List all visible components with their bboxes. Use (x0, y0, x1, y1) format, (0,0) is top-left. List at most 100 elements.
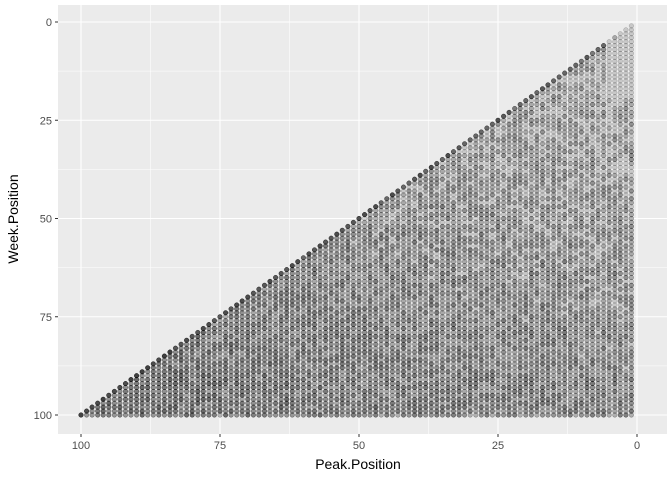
data-point (628, 400, 634, 406)
data-point (623, 90, 629, 96)
data-point (623, 396, 629, 402)
data-point (612, 141, 618, 147)
data-point (628, 145, 634, 151)
data-point (612, 39, 618, 45)
data-point (612, 200, 618, 206)
data-point (617, 341, 623, 347)
data-point (606, 235, 612, 241)
data-point (428, 412, 434, 418)
data-point (617, 184, 623, 190)
data-point (612, 270, 618, 277)
data-point (606, 274, 612, 281)
data-point (617, 400, 623, 406)
data-point (628, 31, 634, 37)
data-point (612, 377, 618, 383)
data-point (628, 263, 634, 269)
data-point (612, 82, 618, 88)
data-point (545, 412, 551, 418)
data-point (623, 373, 629, 379)
data-point (628, 121, 634, 127)
data-point (617, 101, 623, 108)
data-point (628, 70, 634, 76)
data-point (606, 129, 612, 135)
data-point (606, 247, 612, 253)
data-point (623, 105, 629, 112)
data-point (623, 325, 629, 332)
data-point (612, 137, 618, 143)
data-point (612, 251, 618, 257)
data-point (606, 310, 612, 316)
data-point (623, 223, 629, 229)
data-point (484, 412, 490, 418)
data-point (184, 412, 190, 418)
data-point (623, 208, 629, 214)
data-point (623, 306, 629, 312)
data-point (612, 267, 618, 273)
data-point (606, 74, 612, 80)
data-point (400, 412, 407, 418)
data-point (612, 400, 618, 406)
data-point (606, 337, 612, 343)
data-point (606, 404, 612, 410)
data-point (612, 153, 618, 159)
data-point (617, 145, 623, 151)
data-point (612, 314, 618, 320)
data-point (612, 396, 618, 402)
data-point (617, 58, 623, 64)
data-point (628, 117, 634, 123)
data-point (628, 129, 634, 135)
data-point (617, 105, 623, 112)
data-point (234, 412, 240, 418)
data-point (612, 306, 618, 312)
data-point (628, 361, 634, 367)
data-point (606, 145, 612, 151)
data-point (612, 365, 618, 371)
data-point (606, 39, 612, 45)
data-point (612, 156, 618, 163)
data-point (623, 404, 629, 410)
data-point (206, 412, 212, 418)
data-point (628, 243, 634, 249)
data-point (478, 412, 484, 418)
data-point (617, 35, 623, 41)
data-point (617, 377, 623, 383)
data-point (617, 235, 623, 241)
data-point (473, 412, 479, 418)
data-point (617, 168, 623, 174)
data-point (601, 412, 607, 418)
data-point (623, 263, 629, 269)
data-point (195, 412, 201, 418)
data-point (612, 176, 618, 182)
data-point (623, 381, 629, 387)
data-point (623, 74, 629, 80)
data-point (601, 54, 607, 60)
data-point (628, 318, 634, 324)
data-point (612, 54, 618, 60)
data-point (601, 50, 607, 56)
data-point (606, 365, 612, 371)
data-point (617, 298, 623, 304)
data-point (606, 318, 612, 324)
data-point (623, 333, 629, 339)
data-point (606, 121, 612, 127)
data-point (245, 412, 251, 418)
data-point (617, 302, 623, 308)
data-point (628, 168, 634, 174)
data-point (628, 141, 634, 147)
data-point (606, 78, 612, 84)
data-point (623, 145, 629, 151)
data-point (628, 349, 634, 355)
data-point (150, 412, 156, 418)
data-point (606, 212, 612, 218)
data-point (606, 137, 612, 143)
data-point (606, 149, 612, 155)
data-point (612, 94, 618, 100)
data-point (617, 227, 623, 233)
data-point (628, 365, 634, 371)
data-point (623, 50, 629, 56)
data-point (606, 322, 612, 328)
data-point (617, 267, 623, 273)
data-point (612, 239, 618, 245)
data-point (628, 278, 634, 284)
data-point (167, 412, 173, 418)
